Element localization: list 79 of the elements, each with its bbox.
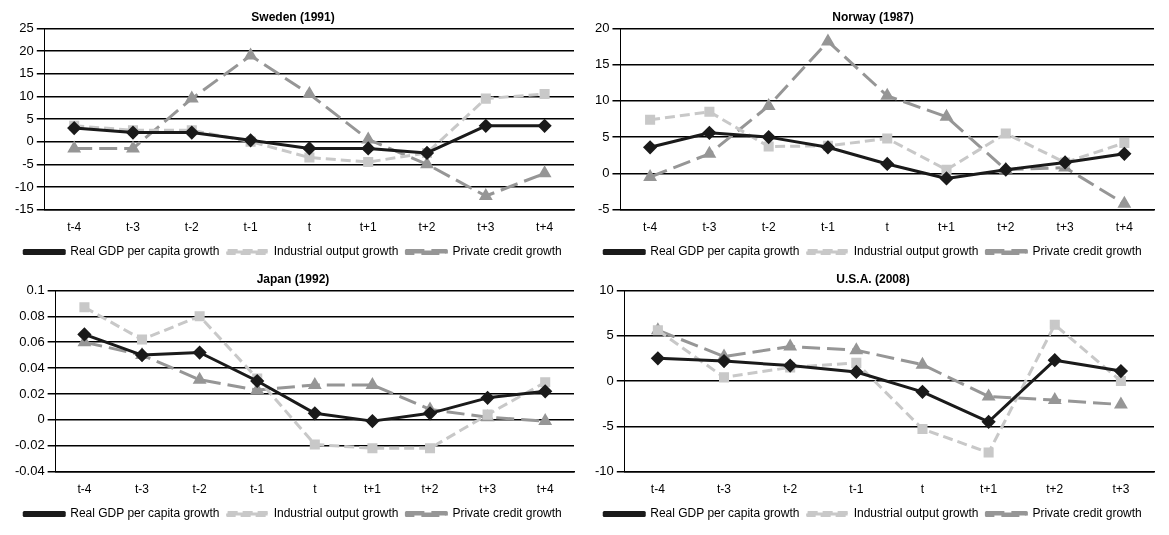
chart-title: Sweden (1991) <box>251 9 335 24</box>
x-tick-label: t-4 <box>643 220 658 235</box>
x-tick-label: t-3 <box>135 482 150 497</box>
x-tick-label: t-2 <box>192 482 207 497</box>
y-tick-label: 20 <box>594 19 610 35</box>
y-tick-label: -5 <box>597 201 610 217</box>
x-tick-label: t <box>920 482 925 497</box>
x-tick-label: t+3 <box>477 220 495 235</box>
x-tick-label: t-3 <box>702 220 717 235</box>
x-tick-label: t+2 <box>1046 482 1064 497</box>
x-tick-label: t-2 <box>783 482 798 497</box>
x-tick-label: t+3 <box>1056 220 1074 235</box>
y-tick-label: 15 <box>19 65 34 81</box>
chart-title: U.S.A. (2008) <box>836 271 910 286</box>
legend-label: Real GDP per capita growth <box>70 244 220 259</box>
x-tick-label: t+1 <box>363 482 382 497</box>
x-tick-label: t+2 <box>997 220 1015 235</box>
legend-label: Real GDP per capita growth <box>650 506 800 521</box>
y-tick-label: 5 <box>606 327 614 343</box>
legend-label: Real GDP per capita growth <box>70 506 220 521</box>
x-tick-label: t-4 <box>67 220 82 235</box>
x-tick-label: t+2 <box>421 482 439 497</box>
legend-label: Industrial output growth <box>853 506 979 521</box>
y-tick-label: -5 <box>22 155 34 171</box>
y-tick-label: 5 <box>26 110 34 126</box>
legend-label: Private credit growth <box>452 244 562 259</box>
x-tick-label: t+1 <box>980 482 998 497</box>
x-tick-label: t-1 <box>820 220 836 235</box>
chart-title: Norway (1987) <box>832 9 914 24</box>
y-tick-label: 0 <box>606 372 614 388</box>
y-tick-label: 25 <box>19 19 34 35</box>
y-tick-label: 0.02 <box>19 385 45 401</box>
x-tick-label: t-3 <box>717 482 732 497</box>
x-tick-label: t-1 <box>849 482 864 497</box>
y-tick-label: 0.04 <box>19 359 45 375</box>
y-tick-label: -0.04 <box>14 463 45 479</box>
x-tick-label: t+2 <box>418 220 436 235</box>
y-tick-label: 0 <box>602 164 610 180</box>
x-tick-label: t <box>313 482 318 497</box>
y-tick-label: -0.02 <box>14 437 45 453</box>
y-tick-label: 0.06 <box>19 333 45 349</box>
y-tick-label: -15 <box>14 201 34 217</box>
y-tick-label: 5 <box>602 128 610 144</box>
x-tick-label: t-3 <box>125 220 141 235</box>
y-tick-label: 10 <box>19 87 34 103</box>
legend-label: Industrial output growth <box>853 244 979 259</box>
y-tick-label: 0 <box>26 133 34 149</box>
x-tick-label: t <box>307 220 312 235</box>
x-tick-label: t-2 <box>184 220 200 235</box>
y-tick-label: 10 <box>594 92 610 108</box>
legend-label: Private credit growth <box>452 506 562 521</box>
y-tick-label: -5 <box>602 417 614 433</box>
y-tick-label: 10 <box>599 281 614 297</box>
x-tick-label: t-4 <box>77 482 92 497</box>
x-tick-label: t+1 <box>359 220 378 235</box>
y-tick-label: 0.08 <box>19 307 45 323</box>
x-tick-label: t+1 <box>938 220 956 235</box>
y-tick-label: 0.1 <box>26 281 45 297</box>
legend-label: Private credit growth <box>1032 244 1142 259</box>
x-tick-label: t+4 <box>536 220 554 235</box>
x-tick-label: t <box>885 220 890 235</box>
y-tick-label: 0 <box>37 411 45 427</box>
y-tick-label: 20 <box>19 42 34 58</box>
y-tick-label: -10 <box>594 463 614 479</box>
legend-label: Real GDP per capita growth <box>650 244 800 259</box>
legend-label: Private credit growth <box>1032 506 1142 521</box>
x-tick-label: t+4 <box>1115 220 1134 235</box>
legend-label: Industrial output growth <box>273 506 399 521</box>
legend-label: Industrial output growth <box>273 244 399 259</box>
x-tick-label: t+3 <box>1112 482 1130 497</box>
y-tick-label: 15 <box>594 56 610 72</box>
x-tick-label: t-4 <box>650 482 666 497</box>
x-tick-label: t+4 <box>536 482 555 497</box>
x-tick-label: t-1 <box>250 482 265 497</box>
x-tick-label: t+3 <box>479 482 497 497</box>
x-tick-label: t-1 <box>243 220 258 235</box>
chart-title: Japan (1992) <box>256 271 330 286</box>
y-tick-label: -10 <box>14 178 34 194</box>
x-tick-label: t-2 <box>761 220 776 235</box>
